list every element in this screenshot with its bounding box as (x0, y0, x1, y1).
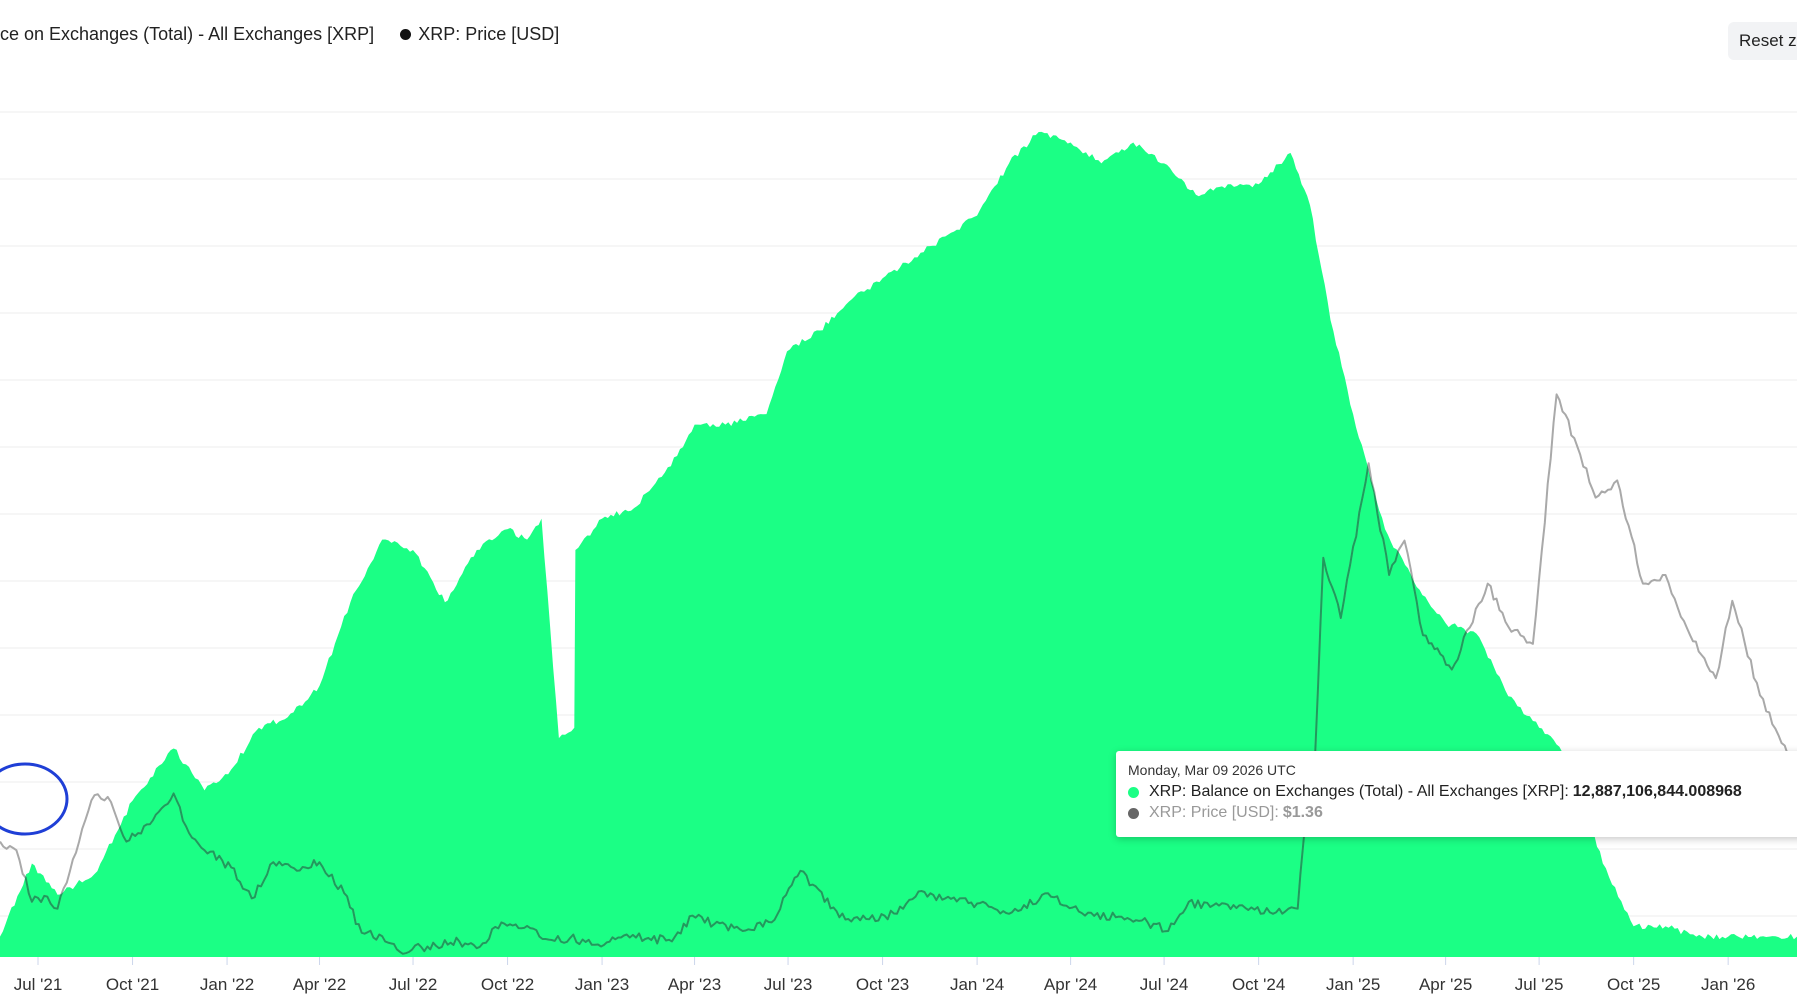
x-tick-label: Jul '24 (1140, 975, 1189, 994)
x-tick-label: Jan '24 (950, 975, 1004, 994)
x-tick-label: Jul '25 (1515, 975, 1564, 994)
x-tick-label: Oct '24 (1232, 975, 1285, 994)
legend-price-label: XRP: Price [USD] (418, 23, 560, 44)
tooltip-date: Monday, Mar 09 2026 UTC (1128, 762, 1296, 778)
chart-legend: ce on Exchanges (Total) - All Exchanges … (0, 22, 585, 46)
x-tick-label: Oct '23 (856, 975, 909, 994)
legend-item-balance[interactable]: ce on Exchanges (Total) - All Exchanges … (0, 24, 374, 45)
tooltip-balance-label: XRP: Balance on Exchanges (Total) - All … (1149, 783, 1569, 800)
x-tick-label: Apr '24 (1044, 975, 1097, 994)
reset-zoom-button[interactable]: Reset z (1728, 22, 1797, 60)
x-axis: Jul '21 Oct '21 Jan '22 Apr '22 Jul '22 Oct '… (14, 957, 1755, 994)
x-tick-label: Apr '22 (293, 975, 346, 994)
x-tick-label: Jan '25 (1326, 975, 1380, 994)
x-tick-label: Oct '21 (106, 975, 159, 994)
annotation-circle (0, 762, 69, 836)
balance-series (0, 131, 1797, 957)
x-tick-label: Jul '21 (14, 975, 63, 994)
x-tick-label: Oct '25 (1607, 975, 1660, 994)
x-tick-label: Jul '22 (389, 975, 438, 994)
balance-area (0, 131, 1797, 957)
x-tick-label: Jan '22 (200, 975, 254, 994)
tooltip-price-label: XRP: Price [USD]: (1149, 804, 1279, 821)
x-tick-label: Jan '23 (575, 975, 629, 994)
chart-tooltip: Monday, Mar 09 2026 UTC XRP: Balance on … (1116, 751, 1797, 837)
legend-price-dot-icon (400, 28, 412, 40)
tooltip-balance-dot-icon (1128, 786, 1139, 798)
tooltip-balance-row: XRP: Balance on Exchanges (Total) - All … (1128, 783, 1742, 801)
tooltip-balance-value: 12,887,106,844.008968 (1572, 783, 1742, 800)
price-series (0, 393, 1797, 955)
x-tick-label: Oct '22 (481, 975, 534, 994)
x-tick-label: Jul '23 (764, 975, 813, 994)
x-tick-label: Apr '23 (668, 975, 721, 994)
legend-item-price[interactable]: XRP: Price [USD] (400, 24, 559, 45)
x-tick-label: Jan '26 (1701, 975, 1755, 994)
tooltip-price-row: XRP: Price [USD]: $1.36 (1128, 804, 1323, 822)
tooltip-price-dot-icon (1128, 807, 1139, 819)
tooltip-price-value: $1.36 (1282, 804, 1323, 821)
x-tick-label: Apr '25 (1419, 975, 1472, 994)
legend-balance-label: ce on Exchanges (Total) - All Exchanges … (0, 23, 375, 44)
